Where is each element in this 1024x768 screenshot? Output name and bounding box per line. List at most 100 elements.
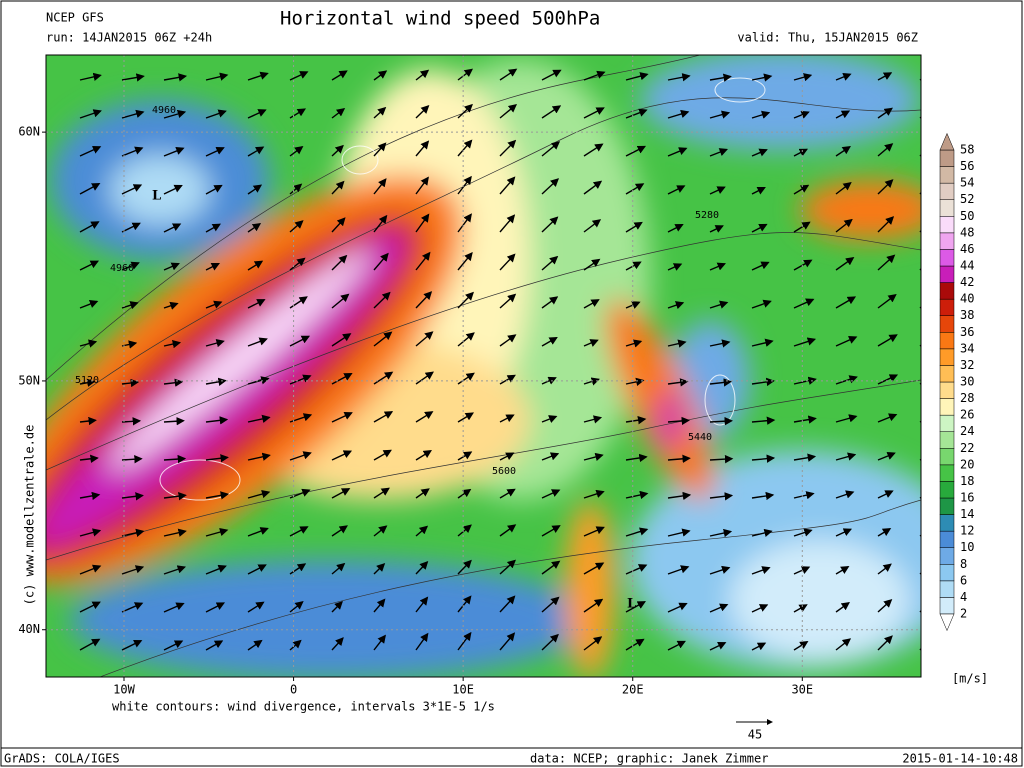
contour-label: 5440: [688, 432, 712, 443]
wind-vector: [457, 68, 474, 81]
wind-vector: [667, 378, 689, 387]
colorbar-label: 48: [960, 225, 974, 239]
contour-label: 5120: [75, 375, 99, 386]
wind-vector: [583, 562, 605, 575]
wind-vector: [877, 72, 893, 81]
wind-vector: [289, 220, 304, 233]
wind-vector: [835, 414, 858, 423]
wind-vector: [205, 564, 227, 575]
wind-vector: [625, 453, 648, 463]
wind-vector: [247, 414, 271, 423]
wind-vector: [79, 260, 100, 271]
wind-vector: [751, 261, 770, 271]
wind-vector: [247, 223, 262, 233]
wind-vector: [331, 254, 348, 271]
wind-vector: [79, 221, 100, 233]
wind-vector: [583, 180, 603, 195]
wind-vector: [163, 301, 179, 310]
colorbar-label: 32: [960, 358, 974, 372]
wind-vector: [667, 185, 686, 195]
wind-field: [46, 55, 921, 677]
wind-vector: [79, 300, 99, 309]
wind-vector: [919, 229, 921, 233]
wind-vector: [583, 489, 605, 499]
wind-vector: [499, 524, 517, 537]
colorbar-label: 56: [960, 159, 974, 173]
colorbar-box: [939, 448, 955, 466]
wind-vector: [289, 108, 306, 119]
wind-vector: [877, 451, 896, 461]
wind-vector: [877, 528, 892, 537]
wind-vector: [793, 337, 817, 347]
wind-vector: [331, 525, 348, 537]
wind-vector: [331, 144, 344, 157]
wind-vector: [667, 73, 691, 82]
colorbar-box: [939, 530, 955, 548]
wind-vector: [457, 488, 472, 499]
wind-vector: [247, 109, 267, 119]
divergence-note: white contours: wind divergence, interva…: [112, 700, 495, 714]
wind-vector: [751, 528, 773, 537]
wind-vector: [373, 106, 387, 119]
wind-vector: [457, 103, 473, 119]
wind-vector: [877, 216, 895, 233]
wind-vector: [877, 107, 893, 119]
colorbar-box: [939, 597, 955, 615]
vector-ref-label: 45: [748, 728, 762, 742]
wind-vector: [877, 143, 894, 157]
wind-vector: [919, 609, 921, 613]
wind-vector: [163, 339, 182, 349]
wind-vector: [121, 109, 145, 119]
lat-label: 60N: [18, 125, 40, 139]
wind-vector: [877, 563, 892, 575]
wind-vector: [415, 632, 429, 651]
wind-vector: [709, 565, 731, 575]
wind-vector: [331, 217, 346, 233]
wind-vector: [583, 452, 604, 462]
wind-vector: [793, 298, 815, 309]
colorbar-box: [939, 348, 955, 366]
wind-vector: [751, 416, 776, 425]
colorbar-label: 54: [960, 176, 974, 190]
wind-vector: [79, 416, 97, 426]
colorbar-label: 42: [960, 275, 974, 289]
wind-vector: [205, 263, 221, 271]
wind-vector: [541, 69, 562, 81]
wind-vector: [499, 253, 516, 271]
wind-vector: [457, 559, 472, 575]
wind-vector: [163, 602, 185, 613]
wind-vector: [625, 108, 648, 119]
wind-vector: [793, 604, 808, 613]
colorbar-label: 12: [960, 524, 974, 538]
wind-vector: [415, 291, 433, 309]
wind-vector: [667, 640, 686, 651]
wind-vector: [793, 73, 813, 82]
wind-vector: [835, 256, 855, 271]
wind-vector: [79, 183, 101, 195]
wind-vector: [499, 632, 516, 651]
wind-vector: [289, 374, 312, 385]
wind-vector: [709, 300, 729, 309]
wind-vector: [121, 565, 145, 575]
contour-label: 4960: [110, 263, 134, 274]
wind-vector: [121, 73, 145, 82]
wind-vector: [331, 562, 346, 575]
wind-vector: [121, 528, 145, 537]
wind-vector: [415, 213, 430, 233]
wind-vector: [625, 377, 645, 386]
wind-vector: [79, 339, 98, 348]
colorbar-label: 26: [960, 408, 974, 422]
wind-vector: [205, 72, 229, 81]
wind-vector: [625, 183, 645, 195]
wind-vector: [877, 413, 898, 423]
wind-vector: [499, 488, 516, 499]
wind-vector: [331, 107, 346, 119]
wind-vector: [751, 110, 771, 119]
wind-vectors: [79, 68, 921, 651]
wind-vector: [751, 148, 768, 157]
wind-vector: [709, 416, 733, 426]
wind-vector: [541, 255, 559, 271]
wind-vector: [457, 175, 472, 195]
wind-vector: [709, 186, 726, 195]
wind-vector: [877, 293, 897, 309]
